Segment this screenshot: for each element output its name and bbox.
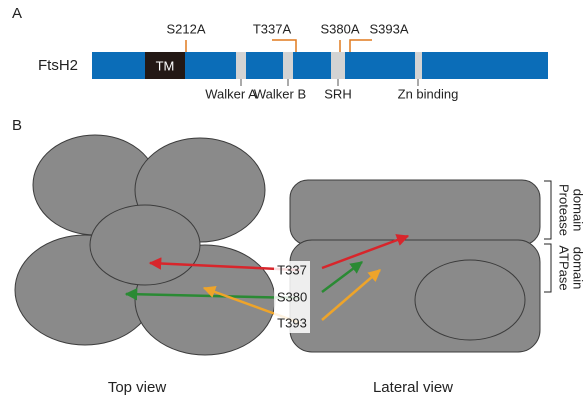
view-label: Lateral view <box>373 379 453 396</box>
mutation-label: T337A <box>253 21 292 36</box>
mutation-ticks <box>186 40 372 52</box>
mutation-label: S380A <box>320 21 359 36</box>
residue-label: S380 <box>277 289 307 304</box>
tm-label: TM <box>156 58 175 73</box>
motif-label: Walker A <box>205 86 257 101</box>
motif-stripe <box>236 52 246 79</box>
residue-label: T337 <box>277 262 307 277</box>
motif-label: Zn binding <box>398 86 459 101</box>
panel-label: A <box>12 5 22 22</box>
mutation-label: S393A <box>369 21 408 36</box>
motif-label: SRH <box>324 86 351 101</box>
mutation-label: S212A <box>166 21 205 36</box>
top-view-structure <box>15 135 275 355</box>
motif-stripe <box>283 52 293 79</box>
protein-name: FtsH2 <box>38 57 78 74</box>
domain-label: Protease <box>557 184 572 236</box>
motif-ticks <box>241 79 418 86</box>
motif-label: Walker B <box>254 86 306 101</box>
view-label: Top view <box>108 379 167 396</box>
figure: A FtsH2 TM S212A T337A S380A S393A Walke… <box>0 0 585 409</box>
domain-label: domain <box>571 247 585 290</box>
motif-stripe <box>331 52 345 79</box>
motif-stripe <box>415 52 422 79</box>
domain-brackets <box>544 181 551 292</box>
domain-label: ATPase <box>557 245 572 290</box>
panel-label: B <box>12 117 22 134</box>
residue-label: T393 <box>277 315 307 330</box>
domain-label: domain <box>571 189 585 232</box>
